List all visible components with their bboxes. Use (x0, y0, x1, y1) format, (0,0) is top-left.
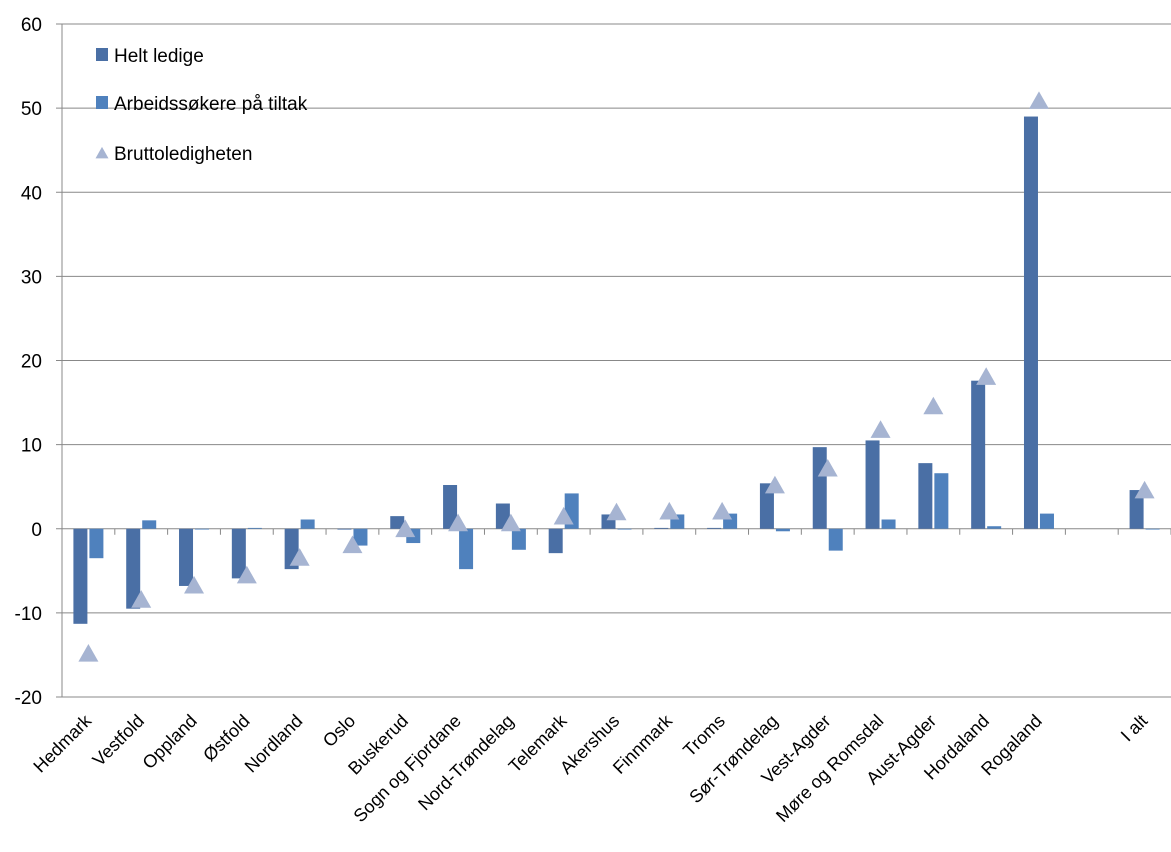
legend-swatch (96, 96, 108, 109)
marker-bruttoledigheten (1134, 480, 1155, 499)
bar-tiltak (617, 528, 632, 530)
bar-tiltak (142, 520, 157, 529)
bar-tiltak (89, 528, 104, 559)
y-tick-label: 40 (21, 183, 42, 204)
bar-tiltak (881, 519, 896, 529)
y-tick-label: -20 (15, 688, 42, 709)
bar-helt-ledige (337, 528, 352, 530)
legend-swatch (96, 48, 108, 61)
bar-tiltak (1145, 528, 1160, 530)
axes (56, 23, 1171, 698)
bar-helt-ledige (548, 528, 563, 554)
bar-helt-ledige (126, 528, 141, 609)
marker-bruttoledigheten (712, 501, 733, 520)
marker-bruttoledigheten (976, 367, 997, 385)
bar-helt-ledige (179, 528, 194, 586)
bar-helt-ledige (918, 463, 933, 529)
marker-bruttoledigheten (817, 458, 838, 477)
bar-helt-ledige (1023, 116, 1038, 529)
bar-tiltak (987, 526, 1002, 529)
bar-tiltak (934, 473, 949, 529)
marker-bruttoledigheten (553, 506, 574, 525)
bar-tiltak (1039, 513, 1054, 529)
y-tick-label: 0 (31, 520, 42, 541)
x-category-label: Troms (679, 711, 729, 761)
marker-bruttoledigheten (500, 513, 521, 532)
legend-label: Arbeidssøkere på tiltak (114, 94, 308, 115)
x-category-label: Hedmark (29, 710, 95, 776)
x-category-label: Nord-Trøndelag (414, 711, 518, 815)
x-category-label: I alt (1117, 711, 1152, 746)
legend-label: Helt ledige (114, 46, 204, 67)
y-tick-label: -10 (15, 604, 42, 625)
legend-marker (95, 146, 109, 159)
marker-bruttoledigheten (923, 396, 944, 415)
bar-helt-ledige (865, 440, 880, 529)
bar-tiltak (195, 528, 210, 530)
bar-tiltak (459, 528, 474, 570)
x-category-label: Vestfold (89, 711, 148, 770)
y-tick-label: 60 (21, 15, 42, 36)
bar-tiltak (247, 527, 262, 529)
y-tick-label: 50 (21, 99, 42, 120)
bar-tiltak (775, 528, 790, 532)
bar-helt-ledige (654, 527, 669, 529)
bar-tiltak (353, 528, 368, 546)
gridlines (62, 23, 1171, 698)
y-tick-label: 10 (21, 436, 42, 457)
y-tick-label: 20 (21, 352, 42, 373)
bar-helt-ledige (707, 527, 722, 529)
markers (78, 91, 1155, 662)
bar-helt-ledige (73, 528, 88, 624)
marker-bruttoledigheten (289, 548, 310, 566)
marker-bruttoledigheten (764, 475, 785, 494)
bar-helt-ledige (812, 447, 827, 529)
x-category-label: Oslo (319, 711, 359, 751)
bar-helt-ledige (971, 380, 986, 529)
bar-helt-ledige (759, 483, 774, 529)
marker-bruttoledigheten (659, 501, 680, 520)
marker-bruttoledigheten (342, 535, 363, 554)
marker-bruttoledigheten (184, 575, 205, 594)
legend-label: Bruttoledigheten (114, 144, 252, 165)
bar-tiltak (511, 528, 526, 550)
bar-tiltak (828, 528, 843, 551)
bar-helt-ledige (390, 516, 405, 529)
bar-helt-ledige (1129, 490, 1144, 529)
x-category-label: Nordland (241, 711, 307, 777)
marker-bruttoledigheten (236, 565, 257, 584)
legend: Helt ledige Arbeidssøkere på tiltak Brutto… (95, 46, 308, 165)
x-category-label: Finnmark (609, 710, 677, 778)
marker-bruttoledigheten (395, 519, 416, 538)
bar-tiltak (300, 519, 315, 529)
bar-helt-ledige (443, 485, 458, 529)
marker-bruttoledigheten (131, 590, 152, 608)
marker-bruttoledigheten (870, 420, 891, 438)
marker-bruttoledigheten (78, 644, 99, 662)
y-tick-label: 30 (21, 267, 42, 288)
bar-helt-ledige (231, 528, 246, 579)
x-category-label: Oppland (139, 711, 201, 773)
marker-bruttoledigheten (606, 502, 627, 521)
marker-bruttoledigheten (448, 513, 469, 532)
marker-bruttoledigheten (1028, 91, 1049, 109)
